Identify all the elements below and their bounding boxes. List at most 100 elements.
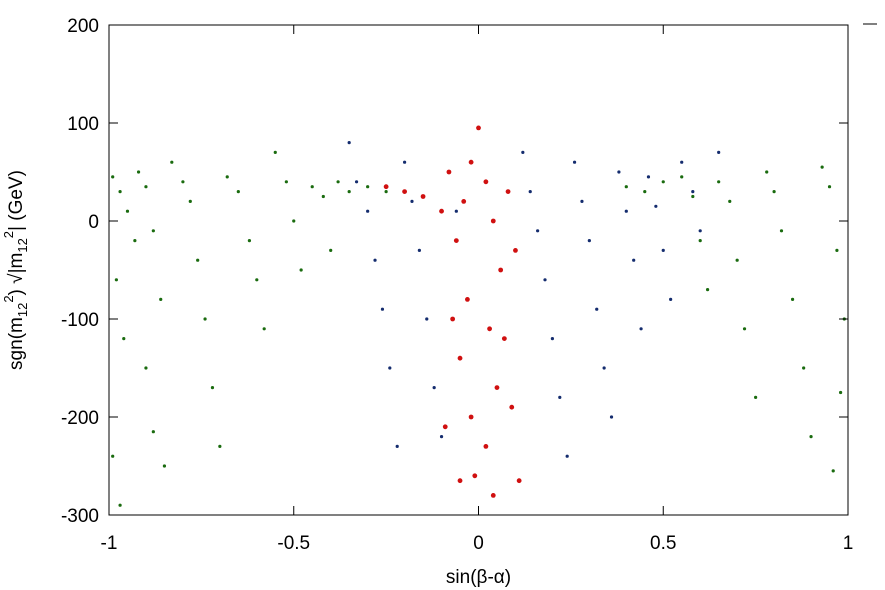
series-1-point: [565, 454, 569, 458]
series-1-point: [646, 175, 651, 179]
series-1-point: [698, 229, 702, 233]
series-2-point: [483, 444, 489, 449]
series-2-point: [494, 385, 500, 390]
series-0-point: [347, 190, 351, 194]
series-0-point: [292, 219, 296, 223]
series-2-point: [513, 248, 518, 253]
y-tick-label: 200: [67, 16, 99, 37]
series-0-point: [624, 185, 628, 189]
series-1-point: [432, 386, 436, 390]
x-tick-label: 0.5: [650, 533, 676, 554]
series-1-point: [521, 150, 525, 154]
series-1-point: [654, 204, 658, 208]
series-0-point: [754, 395, 758, 399]
series-2-point: [501, 336, 507, 341]
series-0-point: [698, 239, 702, 243]
series-0-point: [831, 469, 835, 473]
series-1-point: [403, 160, 407, 164]
y-axis-title-sup1: 2: [1, 295, 16, 302]
series-1-point: [550, 337, 555, 341]
series-0-point: [188, 199, 192, 203]
series-0-point: [144, 366, 148, 370]
series-0-point: [779, 229, 784, 233]
series-2-point: [457, 355, 463, 361]
series-2-point: [457, 478, 463, 484]
series-1-point: [380, 307, 385, 311]
series-2-point: [516, 478, 522, 484]
series-0-point: [114, 278, 118, 282]
points-layer: [111, 125, 846, 507]
series-0-point: [262, 327, 266, 331]
series-1-point: [454, 209, 458, 213]
series-0-point: [820, 165, 824, 169]
y-tick-label: -200: [61, 408, 99, 429]
series-2-point: [442, 424, 448, 430]
series-1-point: [680, 160, 684, 164]
y-axis-title-sub1: 12: [15, 303, 30, 317]
series-2-point: [468, 159, 474, 165]
series-2-point: [509, 404, 515, 410]
series-0-point: [118, 190, 122, 194]
series-2-point: [490, 493, 496, 498]
series-0-point: [118, 503, 122, 507]
series-0-point: [170, 160, 174, 164]
series-0-point: [136, 170, 141, 174]
series-1-point: [439, 435, 444, 439]
series-0-point: [236, 190, 240, 194]
series-1-point: [691, 190, 695, 194]
series-1-point: [528, 190, 532, 194]
series-0-point: [336, 180, 340, 184]
series-0-point: [329, 248, 333, 252]
series-0-point: [247, 239, 252, 243]
series-2-point: [472, 473, 478, 479]
series-0-point: [827, 185, 832, 189]
x-axis-title: sin(β-α): [446, 567, 511, 588]
x-tick-label: -1: [101, 533, 118, 554]
series-1-point: [717, 150, 721, 154]
series-0-point: [728, 199, 732, 203]
series-1-point: [543, 278, 547, 282]
y-axis-title-mid: ) √|m: [6, 253, 27, 296]
series-1-point: [388, 366, 392, 370]
series-1-point: [639, 327, 643, 331]
series-1-point: [580, 199, 584, 203]
series-0-point: [717, 180, 721, 184]
series-1-point: [609, 415, 614, 419]
series-0-point: [735, 258, 739, 262]
series-1-point: [425, 317, 429, 321]
series-0-point: [790, 297, 795, 301]
series-2-point: [383, 184, 389, 190]
series-0-point: [159, 297, 163, 301]
series-0-point: [299, 268, 303, 272]
series-0-point: [384, 190, 388, 194]
series-0-point: [133, 239, 137, 243]
series-1-point: [410, 199, 414, 203]
series-1-point: [347, 141, 351, 145]
series-0-point: [835, 248, 839, 252]
series-0-point: [125, 209, 130, 213]
series-1-point: [617, 170, 621, 174]
ticks-layer: [108, 24, 849, 516]
series-2-point: [402, 189, 407, 195]
series-0-point: [742, 327, 747, 331]
series-0-point: [203, 317, 207, 321]
series-2-point: [483, 179, 489, 185]
series-2-point: [420, 194, 426, 199]
y-tick-label: 0: [88, 212, 99, 233]
series-1-point: [536, 229, 540, 233]
y-tick-label: 100: [67, 114, 99, 135]
series-0-point: [310, 185, 314, 189]
series-2-point: [505, 189, 511, 195]
series-1-point: [572, 160, 577, 164]
series-0-point: [802, 366, 806, 370]
series-1-point: [373, 258, 377, 262]
y-axis-title-sub2: 12: [15, 238, 30, 252]
series-0-point: [772, 190, 776, 194]
series-1-point: [669, 297, 673, 301]
y-axis-title: sgn(m122) √|m122| (GeV): [1, 170, 30, 370]
tick-labels-layer: -1 -0.5 0 0.5 1 -300 -200 -100 0 100 200: [61, 16, 853, 554]
series-2-point: [476, 125, 481, 131]
y-axis-title-prefix: sgn(m: [6, 317, 27, 370]
series-0-point: [809, 435, 813, 439]
series-0-point: [225, 175, 229, 179]
